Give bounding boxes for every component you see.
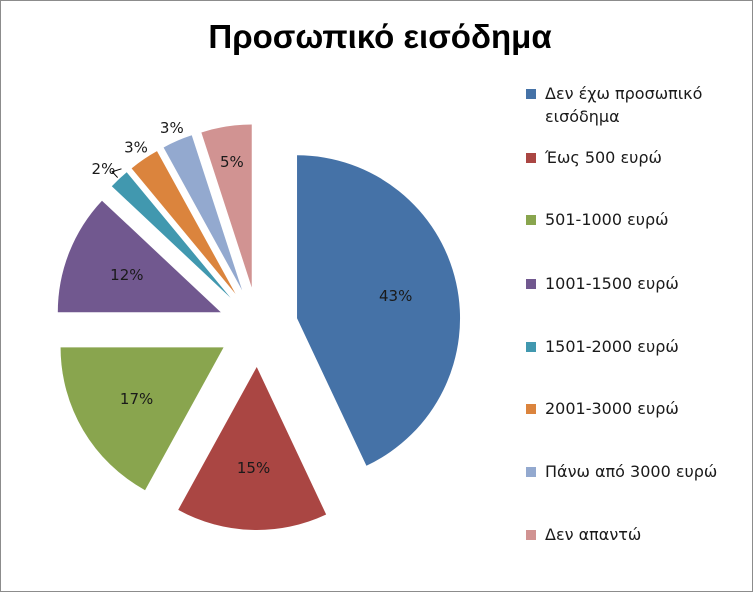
legend-swatch bbox=[526, 89, 536, 99]
legend-swatch bbox=[526, 279, 536, 289]
legend-swatch bbox=[526, 467, 536, 477]
legend-label: 1501-2000 ευρώ bbox=[545, 337, 679, 356]
pie-slice-4 bbox=[57, 200, 221, 313]
pie-slice-3 bbox=[60, 347, 224, 491]
legend-label: Δεν απαντώ bbox=[545, 525, 642, 544]
pie-slice-5 bbox=[111, 172, 231, 298]
pie-slice-7 bbox=[163, 135, 243, 291]
legend-label: 1001-1500 ευρώ bbox=[545, 274, 679, 293]
legend-label: Δεν έχω προσωπικό εισόδημα bbox=[545, 84, 703, 126]
data-label-4: 12% bbox=[110, 266, 143, 284]
legend-swatch bbox=[526, 342, 536, 352]
data-label-1: 43% bbox=[379, 287, 412, 305]
data-label-3: 17% bbox=[120, 390, 153, 408]
data-label-5: 2% bbox=[92, 160, 116, 178]
legend-swatch bbox=[526, 530, 536, 540]
leader-line bbox=[111, 168, 122, 178]
pie-slice-6 bbox=[131, 151, 236, 294]
pie-slice-2 bbox=[178, 366, 327, 530]
legend-swatch bbox=[526, 153, 536, 163]
data-label-8: 5% bbox=[220, 153, 244, 171]
data-label-2: 15% bbox=[237, 459, 270, 477]
data-label-6: 3% bbox=[124, 139, 148, 157]
pie-slice-1 bbox=[297, 155, 461, 466]
legend-label: 2001-3000 ευρώ bbox=[545, 399, 679, 418]
legend-label: 501-1000 ευρώ bbox=[545, 210, 669, 229]
pie-slice-8 bbox=[201, 124, 252, 288]
legend-label: Έως 500 ευρώ bbox=[545, 148, 662, 167]
legend-swatch bbox=[526, 404, 536, 414]
chart-title: Προσωπικό εισόδημα bbox=[208, 18, 552, 55]
data-label-7: 3% bbox=[160, 119, 184, 137]
legend-swatch bbox=[526, 215, 536, 225]
legend-label: Πάνω από 3000 ευρώ bbox=[545, 462, 718, 481]
